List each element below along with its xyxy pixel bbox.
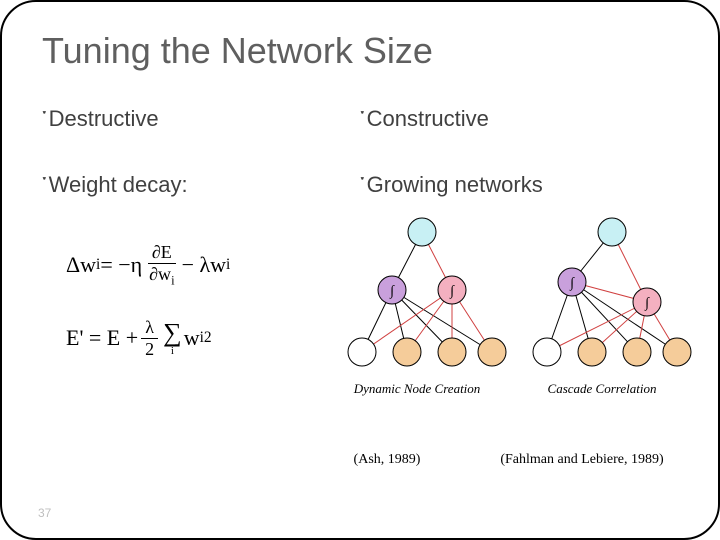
eq-num: ∂E bbox=[148, 242, 176, 264]
fraction: ∂E ∂wi bbox=[145, 242, 178, 289]
bullet-glyph: ་ bbox=[360, 106, 365, 131]
eq-text: = −η bbox=[100, 252, 142, 278]
equation-regularized-error: E' = E + λ 2 ∑ i wi 2 bbox=[66, 317, 230, 360]
bullet-constructive: ་Constructive bbox=[360, 94, 678, 156]
bullet-text: Weight decay: bbox=[49, 172, 188, 197]
bullet-glyph: ་ bbox=[42, 172, 47, 197]
fraction: λ 2 bbox=[141, 317, 158, 360]
eq-num: λ bbox=[141, 317, 158, 339]
diagram-cascade-correlation: ∫∫ Cascade Correlation bbox=[517, 212, 687, 397]
bullet-text: Constructive bbox=[367, 106, 489, 131]
bullet-columns: ་Destructive ་Weight decay: ་Constructiv… bbox=[42, 90, 678, 226]
left-column: ་Destructive ་Weight decay: bbox=[42, 90, 360, 226]
network-svg: ∫∫ bbox=[332, 212, 507, 372]
bullet-glyph: ་ bbox=[42, 106, 47, 131]
network-svg: ∫∫ bbox=[517, 212, 697, 372]
citations-row: (Ash, 1989) (Fahlman and Lebiere, 1989) bbox=[302, 452, 702, 468]
bullet-text: Growing networks bbox=[367, 172, 543, 197]
eq-text: − λw bbox=[182, 252, 226, 278]
equation-weight-update: Δwi = −η ∂E ∂wi − λwi bbox=[66, 242, 230, 289]
eq-sub: i bbox=[171, 274, 175, 288]
diagram-caption: Dynamic Node Creation bbox=[332, 381, 502, 397]
eq-text: E' = E + bbox=[66, 325, 138, 351]
summation: ∑ i bbox=[163, 320, 182, 357]
eq-sup: 2 bbox=[204, 329, 212, 347]
bullet-weight-decay: ་Weight decay: bbox=[42, 160, 360, 222]
bullet-text: Destructive bbox=[49, 106, 159, 131]
sigma-symbol: ∑ bbox=[163, 320, 182, 346]
sum-index: i bbox=[171, 346, 174, 357]
eq-sub: i bbox=[226, 256, 230, 274]
eq-den: ∂wi bbox=[145, 264, 178, 289]
equations-block: Δwi = −η ∂E ∂wi − λwi E' = E + λ 2 ∑ i w… bbox=[66, 242, 230, 388]
eq-text: w bbox=[184, 325, 200, 351]
citation-fahlman-lebiere: (Fahlman and Lebiere, 1989) bbox=[472, 452, 692, 468]
eq-text: ∂w bbox=[149, 264, 171, 284]
diagram-caption: Cascade Correlation bbox=[517, 381, 687, 397]
diagram-dynamic-node-creation: ∫∫ Dynamic Node Creation bbox=[332, 212, 502, 397]
bullet-destructive: ་Destructive bbox=[42, 94, 360, 156]
eq-den: 2 bbox=[141, 339, 158, 360]
citation-ash: (Ash, 1989) bbox=[302, 452, 472, 468]
slide-frame: Tuning the Network Size ་Destructive ་We… bbox=[0, 0, 720, 540]
slide-title: Tuning the Network Size bbox=[42, 30, 678, 72]
page-number: 37 bbox=[38, 506, 51, 520]
bullet-glyph: ་ bbox=[360, 172, 365, 197]
right-column: ་Constructive ་Growing networks bbox=[360, 90, 678, 226]
eq-text: Δw bbox=[66, 252, 96, 278]
network-diagrams: ∫∫ Dynamic Node Creation ∫∫ Cascade Corr… bbox=[332, 212, 692, 442]
